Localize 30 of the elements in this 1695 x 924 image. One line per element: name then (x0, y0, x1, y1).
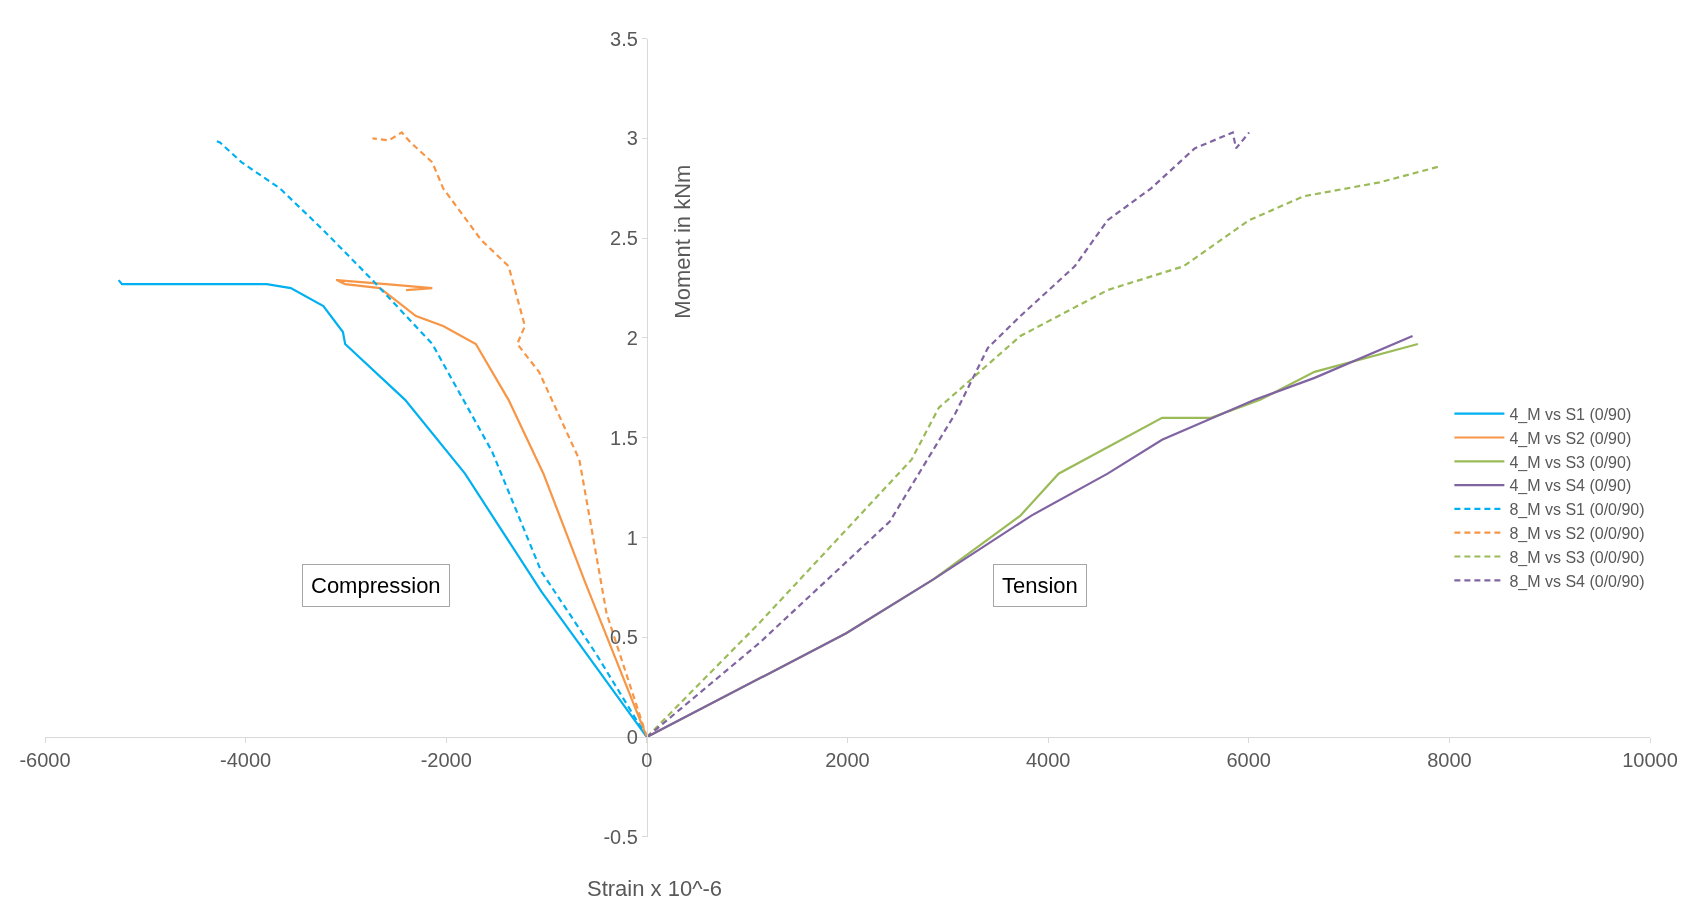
legend-label: 8_M vs S1 (0/0/90) (1509, 501, 1645, 520)
x-tick-label: 8000 (1427, 749, 1472, 772)
annotation: Compression (311, 573, 441, 598)
x-tick-label: 4000 (1025, 749, 1071, 772)
y-tick-label: 2 (626, 326, 638, 349)
y-tick-label: -0.5 (603, 825, 638, 848)
x-axis-title: Strain x 10^-6 (587, 876, 723, 901)
legend-label: 8_M vs S2 (0/0/90) (1509, 524, 1645, 543)
y-tick-label: 1.5 (610, 426, 638, 449)
legend-label: 8_M vs S3 (0/0/90) (1509, 548, 1645, 567)
y-axis-title: Moment in kNm (669, 164, 695, 319)
annotation: Tension (1002, 573, 1078, 598)
legend-label: 4_M vs S4 (0/90) (1509, 477, 1632, 496)
x-tick-label: 0 (641, 749, 653, 772)
x-tick-label: -4000 (220, 749, 272, 772)
legend-label: 4_M vs S1 (0/90) (1509, 405, 1632, 424)
y-tick-label: 0.5 (610, 626, 638, 649)
x-tick-label: -2000 (420, 749, 472, 772)
x-tick-label: 10000 (1622, 749, 1678, 772)
legend-label: 4_M vs S3 (0/90) (1509, 453, 1632, 472)
x-tick-label: 2000 (825, 749, 870, 772)
y-tick-label: 0 (626, 726, 638, 749)
legend-label: 8_M vs S4 (0/0/90) (1509, 572, 1645, 591)
legend-label: 4_M vs S2 (0/90) (1509, 429, 1632, 448)
x-tick-label: -6000 (19, 749, 71, 772)
x-tick-label: 6000 (1226, 749, 1271, 772)
y-tick-label: 1 (626, 526, 638, 549)
y-tick-label: 3.5 (610, 27, 638, 50)
y-tick-label: 2.5 (610, 227, 638, 250)
y-tick-label: 3 (626, 127, 638, 150)
